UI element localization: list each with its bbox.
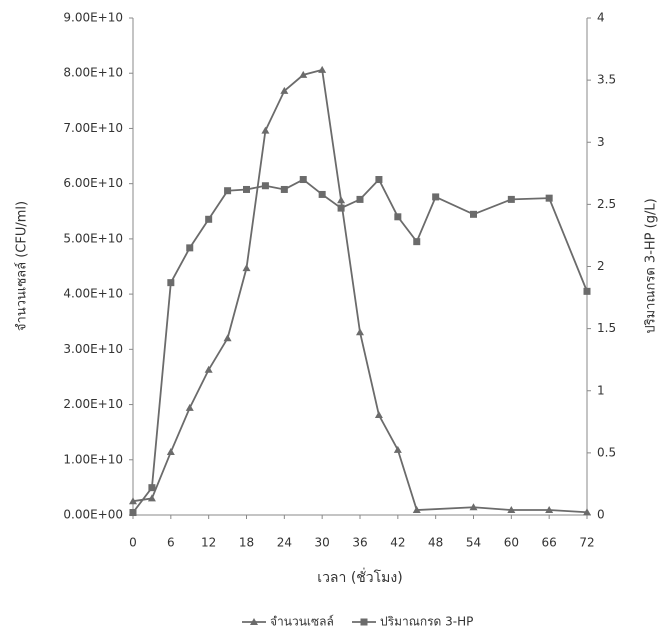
data-point [186,244,193,251]
data-point [394,213,401,220]
y-tick-label: 7.00E+10 [63,121,123,135]
data-point [375,411,383,418]
data-point [261,127,269,134]
series-line [133,180,587,513]
y2-tick-label: 1 [597,383,605,397]
x-tick-label: 48 [428,536,443,550]
data-point [584,288,591,295]
data-point [508,196,515,203]
data-point [546,195,553,202]
y-tick-label: 3.00E+10 [63,342,123,356]
data-point [148,484,155,491]
data-point [300,176,307,183]
x-tick-label: 42 [390,536,405,550]
x-tick-label: 54 [466,536,481,550]
x-tick-label: 18 [239,536,254,550]
y2-tick-label: 3.5 [597,73,616,87]
data-point [318,66,326,73]
series-line [133,70,587,512]
data-point [262,182,269,189]
y2-tick-label: 4 [597,11,605,25]
y2-tick-label: 0.5 [597,445,616,459]
data-point [356,328,364,335]
data-point [243,186,250,193]
data-point [224,334,232,341]
x-tick-label: 36 [352,536,367,550]
data-point [432,193,439,200]
y2-tick-label: 3 [597,135,605,149]
data-point [337,196,345,203]
y2-tick-label: 2 [597,259,605,273]
data-point [357,196,364,203]
data-point [205,216,212,223]
y2-tick-label: 0 [597,508,605,522]
x-axis-label: เวลา (ชั่วโมง) [317,568,402,586]
data-point [167,448,175,455]
y-tick-label: 4.00E+10 [63,287,123,301]
data-point [375,176,382,183]
y2-tick-label: 2.5 [597,197,616,211]
x-tick-label: 66 [542,536,557,550]
y-tick-label: 8.00E+10 [63,66,123,80]
x-tick-label: 72 [579,536,594,550]
y-axis-label: จำนวนเซลล์ (CFU/ml) [14,201,30,331]
data-point [413,238,420,245]
data-point [394,446,402,453]
legend-label: จำนวนเซลล์ [270,615,334,629]
y-tick-label: 5.00E+10 [63,231,123,245]
y-tick-label: 0.00E+00 [63,508,123,522]
y-tick-label: 6.00E+10 [63,176,123,190]
legend-label: ปริมาณกรด 3-HP [380,615,473,629]
x-tick-label: 60 [504,536,519,550]
data-point [243,264,251,271]
x-tick-label: 6 [167,536,175,550]
data-point [186,404,194,411]
y-tick-label: 9.00E+10 [63,11,123,25]
x-tick-label: 0 [129,536,137,550]
data-point [338,205,345,212]
data-point [319,191,326,198]
y2-tick-label: 1.5 [597,321,616,335]
x-tick-label: 12 [201,536,216,550]
data-point [130,509,137,516]
data-point [167,279,174,286]
y-tick-label: 2.00E+10 [63,397,123,411]
x-tick-label: 30 [315,536,330,550]
chart: เวลา (ชั่วโมง) จำนวนเซลล์ (CFU/ml) ปริมา… [0,0,661,640]
legend-marker [361,619,368,626]
x-tick-label: 24 [277,536,292,550]
y-tick-label: 1.00E+10 [63,452,123,466]
data-point [281,186,288,193]
data-point [470,211,477,218]
data-point [224,187,231,194]
y2-axis-label: ปริมาณกรด 3-HP (g/L) [644,198,659,333]
